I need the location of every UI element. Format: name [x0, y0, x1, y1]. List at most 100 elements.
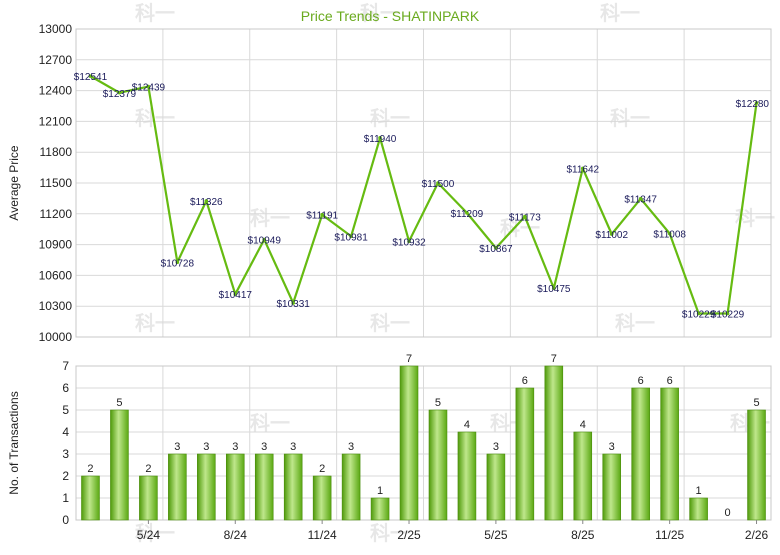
- x-tick-label: 5/25: [484, 528, 508, 542]
- transaction-count-label: 6: [638, 375, 644, 387]
- price-y-tick-label: 10000: [39, 330, 73, 344]
- transaction-bar: [139, 475, 158, 521]
- price-point: [175, 260, 180, 265]
- transaction-bar: [370, 497, 390, 521]
- count-y-tick-label: 1: [62, 491, 69, 505]
- price-point: [146, 84, 151, 89]
- transaction-count-label: 5: [753, 397, 759, 409]
- count-y-tick-label: 4: [62, 425, 69, 439]
- transactions-bar-panel: 0 1 2 3 4 5 6 7 No. of Transactions 2 5 2 3 3 3 3 3 2 3 1 7 5…: [7, 353, 772, 542]
- transaction-bar: [602, 453, 622, 521]
- count-y-tick-label: 0: [62, 513, 69, 527]
- price-data-label: $11191: [306, 211, 338, 222]
- transaction-count-label: 3: [203, 441, 209, 453]
- price-data-label: $11500: [422, 179, 455, 190]
- transaction-count-label: 4: [580, 419, 586, 431]
- x-tick-label: 8/24: [224, 528, 248, 542]
- watermark-text: 科一: [615, 311, 655, 335]
- transaction-count-label: 7: [551, 353, 557, 365]
- price-y-tick-label: 10900: [39, 238, 73, 252]
- x-tick-label: 11/25: [655, 528, 684, 542]
- transaction-bar: [81, 475, 100, 521]
- price-data-label: $11209: [451, 209, 484, 220]
- transaction-count-label: 3: [174, 441, 180, 453]
- price-data-label: $10475: [537, 284, 571, 295]
- x-tick-label: 8/25: [571, 528, 595, 542]
- price-data-label: $12541: [74, 72, 108, 83]
- transaction-count-label: 4: [464, 419, 470, 431]
- transaction-bar: [515, 387, 535, 521]
- chart-title: Price Trends - SHATINPARK: [301, 8, 480, 24]
- transaction-count-label: 3: [261, 441, 267, 453]
- price-data-label: $10229: [711, 309, 745, 320]
- x-tick-label: 11/24: [308, 528, 337, 542]
- count-y-tick-label: 6: [62, 381, 69, 395]
- transaction-count-label: 7: [406, 353, 412, 365]
- price-point: [523, 214, 527, 219]
- price-point: [378, 136, 382, 140]
- price-data-label: $10331: [277, 299, 311, 310]
- price-data-label: $11008: [653, 230, 686, 241]
- price-y-tick-label: 12100: [39, 114, 73, 128]
- price-y-tick-label: 13000: [39, 22, 73, 36]
- price-point: [754, 101, 759, 105]
- transaction-count-label: 3: [348, 441, 354, 453]
- transaction-count-label: 3: [609, 441, 615, 453]
- transaction-bar: [168, 453, 187, 521]
- price-point: [88, 74, 93, 78]
- watermark-text: 科一: [250, 411, 290, 435]
- price-data-label: $10867: [479, 244, 513, 255]
- transaction-bar: [399, 365, 419, 521]
- transaction-bar: [486, 453, 506, 521]
- price-point: [725, 311, 730, 316]
- price-point: [494, 246, 498, 250]
- price-data-label: $12439: [132, 83, 166, 94]
- transaction-count-label: 3: [232, 441, 238, 453]
- price-line-panel: 10000 10300 10600 10900 11200 11500 11800 12100…: [7, 22, 772, 344]
- price-point: [609, 232, 614, 236]
- transaction-count-label: 6: [522, 375, 528, 387]
- price-y-tick-label: 12700: [39, 53, 73, 67]
- count-y-tick-label: 5: [62, 403, 69, 417]
- transaction-bar: [312, 475, 332, 521]
- watermark-text: 科一: [370, 521, 410, 545]
- x-tick-label: 5/24: [137, 528, 161, 542]
- price-point: [320, 212, 324, 217]
- price-y-tick-label: 11200: [40, 207, 73, 221]
- price-data-label: $11326: [190, 197, 223, 208]
- price-point: [291, 301, 295, 305]
- count-y-tick-label: 2: [62, 469, 69, 483]
- transaction-count-label: 6: [667, 375, 673, 387]
- price-data-label: $10417: [219, 290, 253, 301]
- price-point: [262, 237, 267, 242]
- price-point: [349, 234, 353, 239]
- transaction-count-label: 3: [493, 441, 499, 453]
- price-data-label: $11173: [509, 213, 541, 224]
- price-point: [233, 292, 238, 296]
- watermark-text: 科一: [135, 521, 175, 545]
- transaction-bar: [341, 453, 361, 521]
- transaction-bar: [283, 453, 303, 521]
- price-data-label: $12379: [103, 89, 137, 100]
- transaction-bar: [428, 409, 448, 521]
- price-point: [117, 90, 122, 95]
- transaction-count-label: 5: [116, 397, 122, 409]
- price-y-tick-label: 12400: [39, 84, 73, 98]
- price-point: [465, 211, 469, 215]
- price-line: [89, 75, 758, 315]
- price-point: [552, 286, 556, 291]
- transaction-bar: [660, 387, 679, 521]
- price-y-axis-title: Average Price: [7, 145, 21, 220]
- price-point: [436, 181, 440, 185]
- transaction-bar: [197, 453, 216, 521]
- count-y-axis-title: No. of Transactions: [7, 391, 21, 494]
- price-data-label: $10728: [161, 258, 195, 269]
- transaction-bar: [254, 453, 274, 521]
- price-point: [638, 196, 643, 201]
- watermark-text: 科一: [600, 1, 640, 25]
- watermark-text: 科一: [370, 311, 410, 335]
- count-y-tick-label: 7: [62, 359, 69, 373]
- price-data-label: $11002: [595, 230, 628, 241]
